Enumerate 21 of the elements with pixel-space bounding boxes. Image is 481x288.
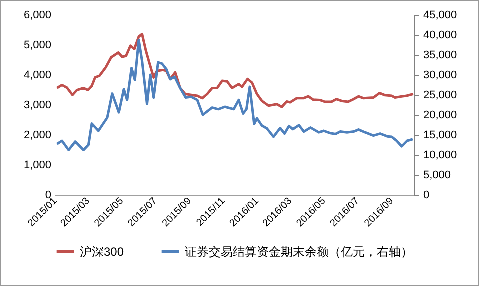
line-series <box>56 38 414 152</box>
y2-tick-label: 40,000 <box>424 30 458 42</box>
y-tick-label: 0 <box>45 190 52 202</box>
y2-tick-label: 15,000 <box>424 130 458 142</box>
line-series <box>56 32 415 108</box>
y-tick-label: 5,000 <box>24 40 52 52</box>
y-tick-label: 4,000 <box>24 70 52 82</box>
legend-label: 证券交易结算资金期末余额（亿元，右轴） <box>185 244 413 259</box>
y2-tick-label: 0 <box>424 190 430 202</box>
y-tick-label: 1,000 <box>24 160 52 172</box>
y-tick-label: 2,000 <box>24 130 52 142</box>
y2-tick-label: 35,000 <box>424 50 458 62</box>
y2-tick-label: 20,000 <box>424 110 458 122</box>
y2-tick-label: 45,000 <box>424 10 458 22</box>
y2-tick-label: 10,000 <box>424 150 458 162</box>
y-tick-label: 3,000 <box>24 100 52 112</box>
y2-tick-label: 5,000 <box>424 170 452 182</box>
y2-tick-label: 30,000 <box>424 70 458 82</box>
y2-tick-label: 25,000 <box>424 90 458 102</box>
y-tick-label: 6,000 <box>24 10 52 22</box>
legend-label: 沪深300 <box>80 244 124 259</box>
